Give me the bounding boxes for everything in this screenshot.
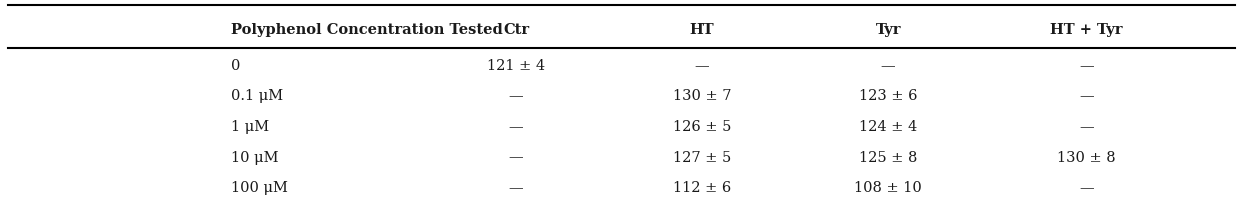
- Text: 0.1 μM: 0.1 μM: [231, 89, 283, 103]
- Text: Ctr: Ctr: [503, 23, 530, 37]
- Text: 121 ± 4: 121 ± 4: [487, 59, 546, 72]
- Text: —: —: [1079, 119, 1094, 133]
- Text: 112 ± 6: 112 ± 6: [672, 180, 731, 194]
- Text: —: —: [508, 89, 523, 103]
- Text: —: —: [881, 59, 895, 72]
- Text: —: —: [508, 180, 523, 194]
- Text: 108 ± 10: 108 ± 10: [854, 180, 922, 194]
- Text: 1 μM: 1 μM: [231, 119, 268, 133]
- Text: Tyr: Tyr: [875, 23, 901, 37]
- Text: 125 ± 8: 125 ± 8: [859, 150, 917, 164]
- Text: 123 ± 6: 123 ± 6: [859, 89, 917, 103]
- Text: —: —: [508, 150, 523, 164]
- Text: —: —: [1079, 89, 1094, 103]
- Text: —: —: [1079, 180, 1094, 194]
- Text: 0: 0: [231, 59, 240, 72]
- Text: —: —: [508, 119, 523, 133]
- Text: 124 ± 4: 124 ± 4: [859, 119, 917, 133]
- Text: 10 μM: 10 μM: [231, 150, 278, 164]
- Text: —: —: [695, 59, 710, 72]
- Text: 130 ± 7: 130 ± 7: [672, 89, 731, 103]
- Text: 130 ± 8: 130 ± 8: [1058, 150, 1116, 164]
- Text: —: —: [1079, 59, 1094, 72]
- Text: HT + Tyr: HT + Tyr: [1050, 23, 1122, 37]
- Text: 126 ± 5: 126 ± 5: [672, 119, 731, 133]
- Text: Polyphenol Concentration Tested: Polyphenol Concentration Tested: [231, 23, 502, 37]
- Text: HT: HT: [690, 23, 715, 37]
- Text: 100 μM: 100 μM: [231, 180, 287, 194]
- Text: 127 ± 5: 127 ± 5: [672, 150, 731, 164]
